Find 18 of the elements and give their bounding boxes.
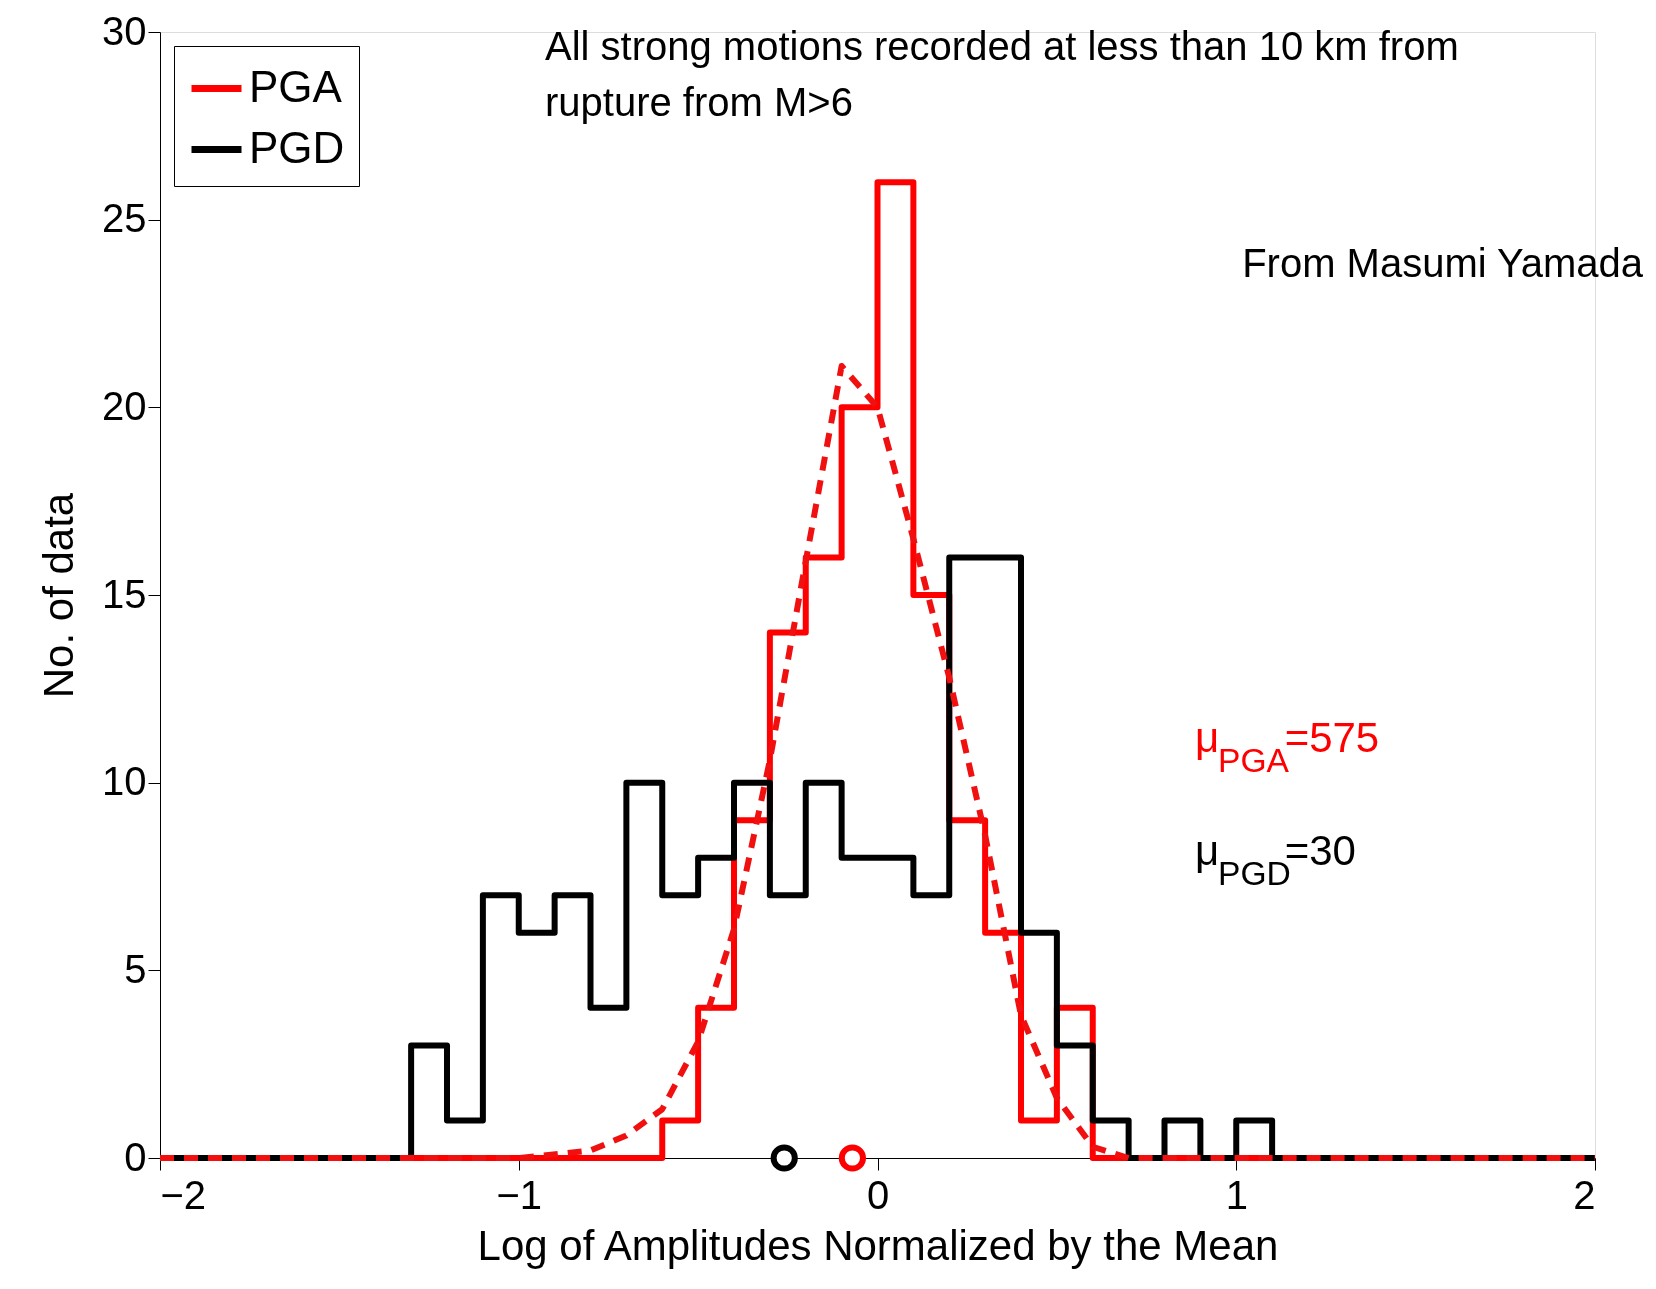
annotation: From Masumi Yamada bbox=[1242, 241, 1644, 285]
x-axis-title: Log of Amplitudes Normalized by the Mean bbox=[477, 1221, 1279, 1269]
y-tick-label: 5 bbox=[124, 946, 147, 991]
y-tick-label: 20 bbox=[102, 383, 147, 428]
x-tick-label: −1 bbox=[496, 1172, 543, 1217]
y-tick-label: 0 bbox=[124, 1134, 147, 1179]
legend-label: PGA bbox=[249, 61, 343, 111]
x-tick-label: −2 bbox=[160, 1172, 207, 1217]
x-tick-label: 1 bbox=[1225, 1172, 1248, 1217]
x-tick-label: 2 bbox=[1573, 1172, 1596, 1217]
y-axis-title: No. of data bbox=[35, 492, 83, 699]
y-tick-label: 15 bbox=[102, 571, 147, 616]
x-tick-label: 0 bbox=[866, 1172, 890, 1217]
annotation: All strong motions recorded at less than 10 km from rupture from M>6 bbox=[545, 24, 1459, 124]
legend-label: PGD bbox=[249, 122, 345, 172]
y-tick-label: 30 bbox=[102, 8, 147, 53]
y-tick-label: 25 bbox=[102, 196, 147, 241]
y-tick-label: 10 bbox=[102, 759, 147, 804]
